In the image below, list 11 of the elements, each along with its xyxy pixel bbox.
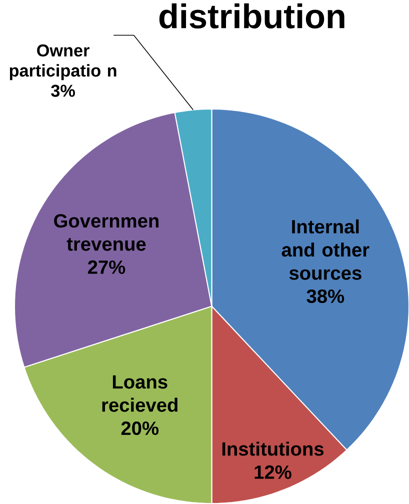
data-label: 3% <box>50 84 75 97</box>
slice-label: Loans recieved <box>102 375 178 412</box>
slice-label: Institutions <box>222 442 324 456</box>
slice-label: Internal and other sources <box>282 219 370 280</box>
chart-title: distribution <box>159 3 344 29</box>
data-label: 20% <box>121 421 158 436</box>
data-label: 27% <box>88 260 125 274</box>
data-label: 12% <box>254 465 292 479</box>
slice-label: Owner participatio n <box>10 44 116 80</box>
data-label: 38% <box>306 289 344 304</box>
slice-label: Governmen trevenue <box>54 214 158 251</box>
